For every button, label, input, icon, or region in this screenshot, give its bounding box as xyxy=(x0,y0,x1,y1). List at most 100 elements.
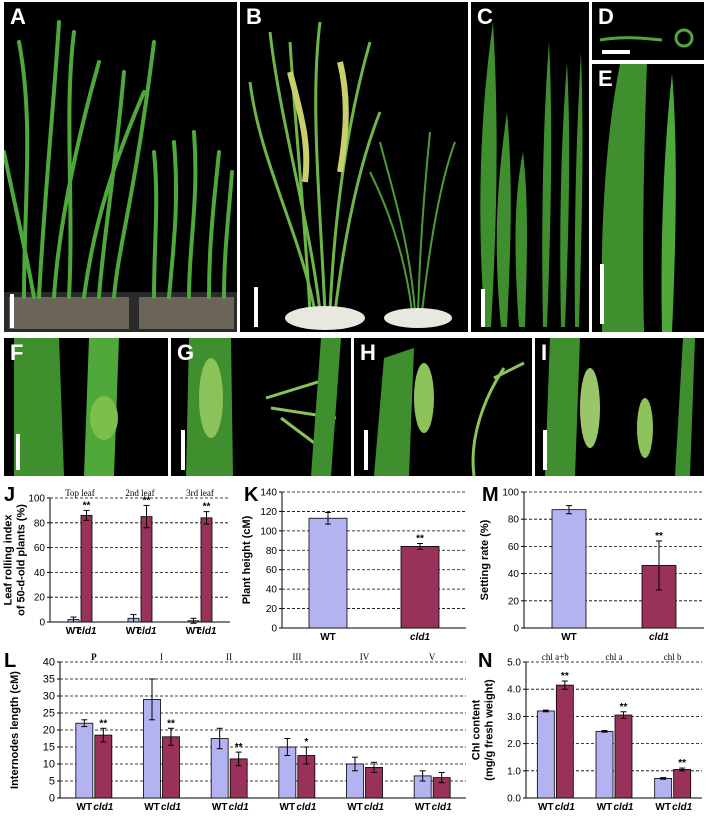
bar-wt xyxy=(308,517,348,629)
significance-mark: ** xyxy=(678,758,686,769)
scale-bar-f xyxy=(16,434,20,470)
x-tick-label: cld1 xyxy=(364,802,384,813)
bar-wt xyxy=(654,778,673,799)
bar-cld1 xyxy=(673,769,692,799)
photo-i-panicle xyxy=(545,338,695,476)
bar-cld1 xyxy=(614,714,633,799)
y-tick-label: 20 xyxy=(34,593,46,604)
photo-panel-f: F xyxy=(4,338,168,476)
y-tick-label: 100 xyxy=(260,526,277,537)
y-tick-label: 0 xyxy=(39,618,45,629)
bar-wt xyxy=(551,509,587,629)
significance-mark: ** xyxy=(83,500,91,511)
y-tick-label: 60 xyxy=(266,565,278,576)
group-label: chl a xyxy=(605,652,622,662)
panel-label-h: H xyxy=(360,340,376,365)
x-tick-label: WT xyxy=(126,626,142,637)
y-tick-label: 80 xyxy=(266,546,278,557)
significance-mark: ** xyxy=(655,531,663,542)
y-tick-label: 140 xyxy=(260,488,277,499)
panel-label-n: N xyxy=(478,650,493,672)
panel-label-f: F xyxy=(10,340,24,365)
y-tick-label: 0 xyxy=(271,624,277,635)
x-tick-label: cld1 xyxy=(76,626,96,637)
y-tick-label: 80 xyxy=(508,515,520,526)
significance-mark: ** xyxy=(620,702,628,713)
photo-panel-a: A xyxy=(4,2,237,332)
y-tick-label: 120 xyxy=(260,507,277,518)
group-label: 3rd leaf xyxy=(186,488,214,498)
group-label: P xyxy=(91,652,97,662)
photo-panel-d: D xyxy=(592,2,704,60)
panel-label-i: I xyxy=(541,340,548,365)
x-tick-label: cld1 xyxy=(136,626,156,637)
scale-bar-g xyxy=(181,430,185,470)
y-tick-label: 40 xyxy=(508,569,520,580)
chart-m-setting-rate: M 0 20 40 60 80 100 Setting rate (%) WT ** cld1 xyxy=(472,482,707,642)
photo-panel-c: C xyxy=(471,2,589,332)
x-tick-label: WT xyxy=(347,802,363,813)
x-tick-label: cld1 xyxy=(555,802,575,813)
x-tick-label: WT xyxy=(415,802,431,813)
photo-panel-i: I xyxy=(535,338,704,476)
x-tick-label: cld1 xyxy=(649,632,669,642)
y-tick-label: 40 xyxy=(43,657,55,669)
photo-a-plants xyxy=(4,20,237,332)
group-label: IV xyxy=(360,652,370,662)
x-tick-label: cld1 xyxy=(229,802,249,813)
chart-j-svg: 0 20 40 60 80 100 Leaf rolling index of 50-d-ol… xyxy=(3,488,230,637)
photo-h-panicle xyxy=(374,348,525,476)
y-tick-label: 10 xyxy=(43,759,55,771)
y-axis-label: Chl content xyxy=(472,699,483,760)
y-axis-label: Internodes length (cM) xyxy=(9,671,21,789)
group-label: chl a+b xyxy=(542,652,569,662)
x-tick-label: cld1 xyxy=(93,802,113,813)
scale-bar-h xyxy=(364,430,368,470)
group-label: 2nd leaf xyxy=(125,488,154,498)
x-tick-label: cld1 xyxy=(410,632,430,642)
group-label: Top leaf xyxy=(65,488,95,498)
group-label: chl b xyxy=(664,652,682,662)
bar-cld1 xyxy=(162,736,180,799)
scale-bar-a xyxy=(10,294,14,328)
chart-j-leaf-rolling: J 0 20 40 60 80 100 Leaf rolling index of 50-d-… xyxy=(0,482,236,642)
scale-bar-d xyxy=(602,50,630,54)
y-tick-label: 1.0 xyxy=(507,766,521,777)
y-axis-label: (mg/g fresh weight) xyxy=(484,679,496,781)
y-tick-label: 20 xyxy=(43,725,55,737)
group-label: V xyxy=(429,652,436,662)
panel-label-e: E xyxy=(598,66,613,91)
y-axis-label: Plant height (cM) xyxy=(241,515,253,604)
bar-cld1 xyxy=(140,516,153,623)
bar-cld1 xyxy=(200,517,213,623)
photo-e-leaf-closeup xyxy=(601,64,676,332)
x-tick-label: cld1 xyxy=(613,802,633,813)
x-tick-label: cld1 xyxy=(196,626,216,637)
x-tick-label: cld1 xyxy=(432,802,452,813)
y-tick-label: 0 xyxy=(513,624,519,635)
y-axis-label: Leaf rolling index xyxy=(3,514,15,606)
chart-l-svg: 0 5 10 15 20 25 30 35 40 Internodes length (cM) P W… xyxy=(9,652,466,813)
bar-cld1 xyxy=(400,546,440,629)
x-tick-label: WT xyxy=(655,802,671,813)
group-label: I xyxy=(160,652,163,662)
significance-mark: ** xyxy=(167,718,175,729)
photo-d-leaf-section xyxy=(599,28,694,48)
x-tick-label: WT xyxy=(561,632,577,642)
bar-wt xyxy=(595,730,614,799)
x-tick-label: cld1 xyxy=(161,802,181,813)
panel-label-l: L xyxy=(4,650,17,672)
photo-b-plants xyxy=(248,21,456,330)
y-tick-label: 3.0 xyxy=(507,712,521,723)
y-tick-label: 0 xyxy=(49,793,55,805)
significance-mark: ** xyxy=(203,502,211,513)
bar-cld1 xyxy=(80,514,93,623)
y-tick-label: 40 xyxy=(266,585,278,596)
chart-k-svg: 0 20 40 60 80 100 120 140 Plant height (cM) WT ** c… xyxy=(241,488,466,642)
photo-panel-b: B xyxy=(240,2,468,332)
x-tick-label: WT xyxy=(77,802,93,813)
x-tick-label: WT xyxy=(186,626,202,637)
y-tick-label: 100 xyxy=(28,494,45,505)
significance-mark: ** xyxy=(235,742,243,753)
y-tick-label: 20 xyxy=(508,596,520,607)
